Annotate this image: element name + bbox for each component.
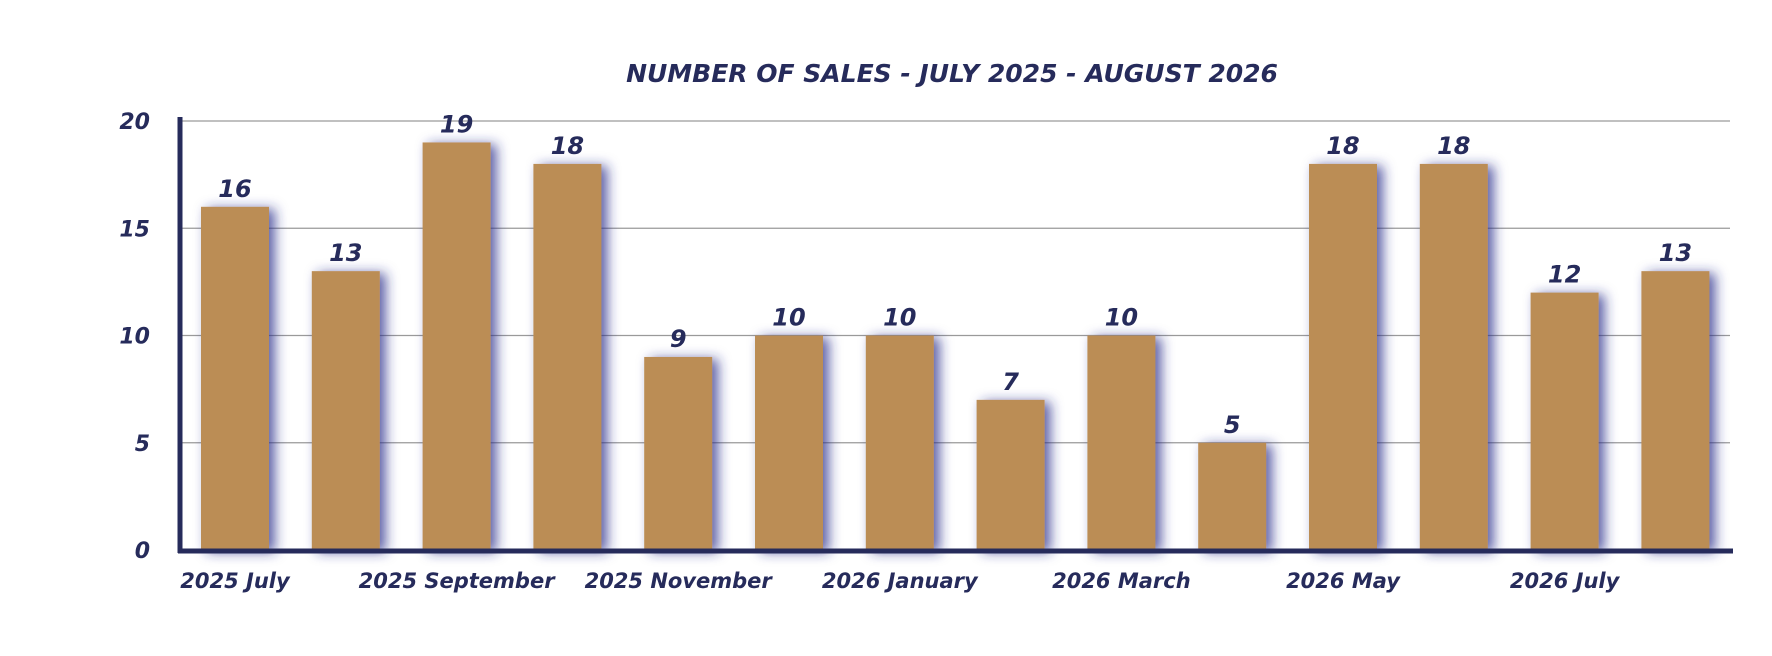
data-label: 9 [670, 325, 687, 353]
data-label: 18 [1326, 132, 1359, 160]
x-tick-label: 2025 November [585, 569, 774, 593]
axes [177, 117, 1733, 554]
bar [311, 271, 380, 550]
data-labels: 16 13 19 18 9 10 10 7 10 5 18 18 12 13 [218, 110, 1692, 438]
bar [1198, 442, 1267, 550]
y-tick-label: 10 [119, 325, 150, 350]
data-label: 12 [1548, 261, 1581, 289]
y-tick-label: 5 [135, 432, 150, 457]
bar [865, 335, 934, 550]
x-tick-label: 2026 May [1286, 569, 1401, 593]
bar [755, 335, 823, 550]
data-label: 13 [329, 239, 362, 267]
data-label: 13 [1659, 239, 1692, 267]
bar [976, 399, 1045, 550]
bar [1641, 271, 1710, 550]
data-label: 16 [218, 175, 251, 203]
bar [533, 163, 602, 550]
data-label: 18 [551, 132, 584, 160]
x-axis-ticks: 2025 July 2025 September 2025 November 2026… [180, 569, 1620, 593]
bar [1419, 163, 1488, 550]
bar [1309, 163, 1377, 550]
x-tick-label: 2026 March [1052, 569, 1191, 593]
y-tick-label: 20 [119, 110, 150, 135]
x-tick-label: 2026 January [822, 569, 979, 593]
bar [1530, 292, 1599, 550]
y-tick-label: 0 [135, 539, 150, 564]
bar [644, 356, 713, 550]
x-tick-label: 2025 September [359, 569, 557, 593]
y-tick-label: 15 [119, 217, 150, 242]
bar [1087, 335, 1156, 550]
data-label: 18 [1437, 132, 1470, 160]
data-label: 10 [772, 304, 805, 332]
data-label: 10 [883, 304, 916, 332]
data-label: 7 [1002, 368, 1019, 396]
gridlines [180, 120, 1730, 444]
data-label: 5 [1224, 411, 1241, 439]
x-tick-label: 2025 July [180, 569, 291, 593]
bar [422, 142, 491, 550]
y-axis-ticks: 0 5 10 15 20 [119, 110, 150, 564]
bar [201, 206, 269, 551]
data-label: 19 [440, 110, 473, 138]
bars [201, 142, 1710, 551]
data-label: 10 [1105, 304, 1138, 332]
x-tick-label: 2026 July [1510, 569, 1621, 593]
chart-title: NUMBER OF SALES - JULY 2025 - AUGUST 202… [626, 59, 1278, 88]
